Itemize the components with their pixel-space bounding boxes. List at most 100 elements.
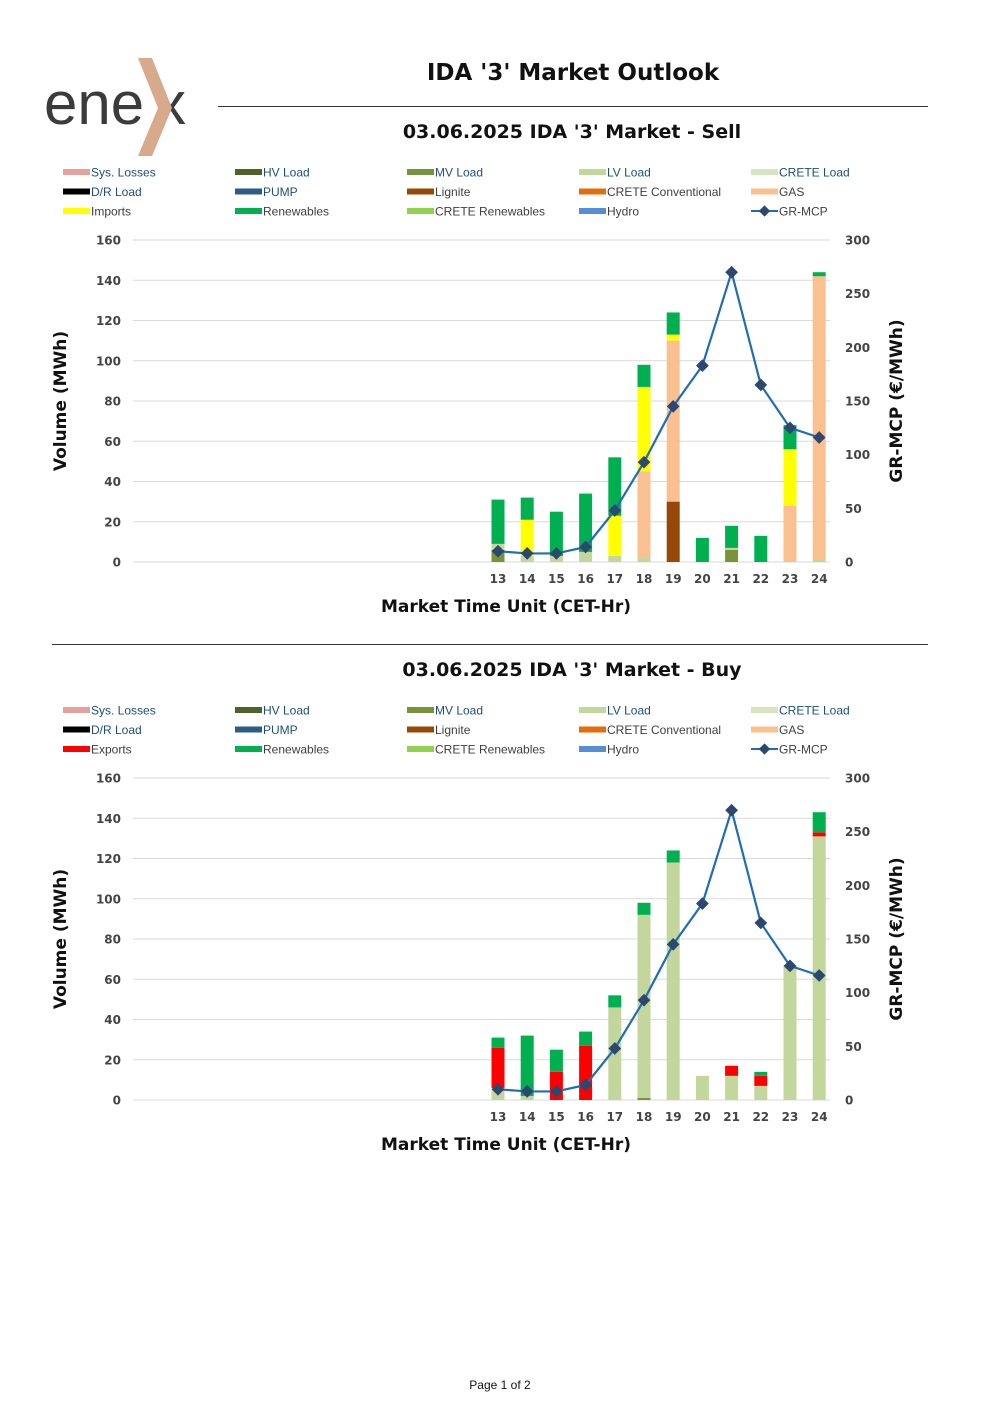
y2-tick-label: 150: [845, 933, 870, 947]
mcp-point: [754, 916, 768, 930]
bar-segment: [754, 535, 768, 562]
legend-swatch: [63, 746, 90, 752]
legend-item: GAS: [751, 723, 804, 737]
y-tick-label: 60: [104, 973, 121, 987]
bar-segment: [783, 965, 797, 1100]
bar-segment: [491, 1037, 505, 1048]
legend-label: HV Load: [263, 704, 310, 718]
bar-segment: [666, 862, 680, 1100]
x-tick-label: 16: [577, 1110, 594, 1124]
legend-item: LV Load: [579, 166, 651, 180]
legend-item: CRETE Renewables: [407, 205, 545, 219]
bar-segment: [812, 832, 826, 837]
bar-segment: [812, 559, 826, 562]
legend-item: Sys. Losses: [63, 166, 156, 180]
legend-label: PUMP: [263, 723, 298, 737]
y-tick-label: 160: [96, 234, 121, 248]
chart-title: 03.06.2025 IDA '3' Market - Sell: [403, 121, 741, 143]
legend-swatch: [407, 208, 434, 214]
legend-label: Sys. Losses: [91, 166, 156, 180]
legend-label: CRETE Load: [779, 704, 850, 718]
legend-swatch: [579, 208, 606, 214]
legend-label: CRETE Conventional: [607, 185, 721, 199]
bar-segment: [812, 272, 826, 277]
x-axis-title: Market Time Unit (CET-Hr): [381, 597, 631, 617]
legend-label: LV Load: [607, 704, 651, 718]
x-tick-label: 20: [694, 572, 711, 586]
bar-segment: [520, 497, 534, 520]
bar-segment: [754, 1071, 768, 1076]
legend-label: MV Load: [435, 704, 483, 718]
x-tick-label: 16: [577, 572, 594, 586]
legend-item: GAS: [751, 185, 804, 199]
bar-segment: [754, 1075, 768, 1086]
bar-segment: [812, 836, 826, 1100]
enex-logo: ene x: [40, 52, 210, 162]
bar-segment: [754, 1085, 768, 1100]
legend-swatch: [407, 169, 434, 175]
legend-label: Hydro: [607, 205, 639, 219]
bar-segment: [783, 505, 797, 562]
bar-segment: [695, 537, 709, 562]
legend-item: CRETE Load: [751, 166, 850, 180]
x-tick-label: 14: [519, 1110, 536, 1124]
bar-segment: [579, 1045, 593, 1100]
y2-tick-label: 250: [845, 825, 870, 839]
mcp-line: [497, 806, 820, 1093]
y-tick-label: 80: [104, 395, 121, 409]
legend-item: Lignite: [407, 185, 471, 199]
legend-label: Exports: [91, 743, 132, 757]
y-tick-label: 140: [96, 274, 121, 288]
y2-tick-label: 300: [845, 234, 870, 248]
legend-swatch: [63, 726, 90, 733]
x-tick-label: 19: [665, 572, 682, 586]
section-divider: [52, 644, 928, 645]
x-tick-label: 15: [548, 572, 565, 586]
legend-item: HV Load: [235, 166, 310, 180]
legend-item: Imports: [63, 205, 131, 219]
legend-item: MV Load: [407, 704, 483, 718]
page-title: IDA '3' Market Outlook: [426, 60, 720, 86]
legend-swatch: [235, 188, 262, 195]
x-tick-label: 23: [782, 572, 799, 586]
x-tick-label: 18: [636, 572, 653, 586]
bar-segment: [491, 499, 505, 544]
page-footer: Page 1 of 2: [469, 1378, 531, 1392]
bar-segment: [579, 493, 593, 552]
bar-segment: [520, 1035, 534, 1096]
legend-label: HV Load: [263, 166, 310, 180]
y-tick-label: 100: [96, 892, 121, 906]
legend-marker-swatch: [758, 743, 771, 755]
legend-label: D/R Load: [91, 185, 142, 199]
buy-chart: 03.06.2025 IDA '3' Market - Buy Sys. Loss…: [51, 659, 907, 1155]
bar-segment: [520, 1095, 534, 1100]
legend-label: CRETE Renewables: [435, 205, 545, 219]
sell-chart: 03.06.2025 IDA '3' Market - Sell Sys. Los…: [51, 121, 907, 617]
y2-tick-label: 200: [845, 879, 870, 893]
y2-axis-title: GR-MCP (€/MWh): [887, 319, 907, 482]
bar-segment: [608, 515, 622, 556]
y-tick-label: 40: [104, 1013, 121, 1027]
legend-item: CRETE Conventional: [579, 723, 721, 737]
legend-swatch: [579, 188, 606, 195]
legend-item: CRETE Conventional: [579, 185, 721, 199]
legend-label: MV Load: [435, 166, 483, 180]
bar-segment: [666, 850, 680, 863]
legend-item: Renewables: [235, 205, 329, 219]
legend-swatch: [407, 188, 434, 195]
legend-item: PUMP: [235, 185, 298, 199]
bar-segment: [725, 549, 739, 562]
legend-label: Lignite: [435, 185, 471, 199]
y-tick-label: 140: [96, 812, 121, 826]
legend-item: Sys. Losses: [63, 704, 156, 718]
bar-segment: [549, 1049, 563, 1072]
y2-axis-title: GR-MCP (€/MWh): [887, 857, 907, 1020]
y-tick-label: 160: [96, 772, 121, 786]
y-tick-label: 0: [113, 1094, 121, 1108]
x-tick-label: 15: [548, 1110, 565, 1124]
legend-swatch: [579, 746, 606, 752]
legend-item: D/R Load: [63, 185, 142, 199]
legend-label: D/R Load: [91, 723, 142, 737]
bar-segment: [491, 1047, 505, 1088]
bar-segment: [608, 995, 622, 1008]
